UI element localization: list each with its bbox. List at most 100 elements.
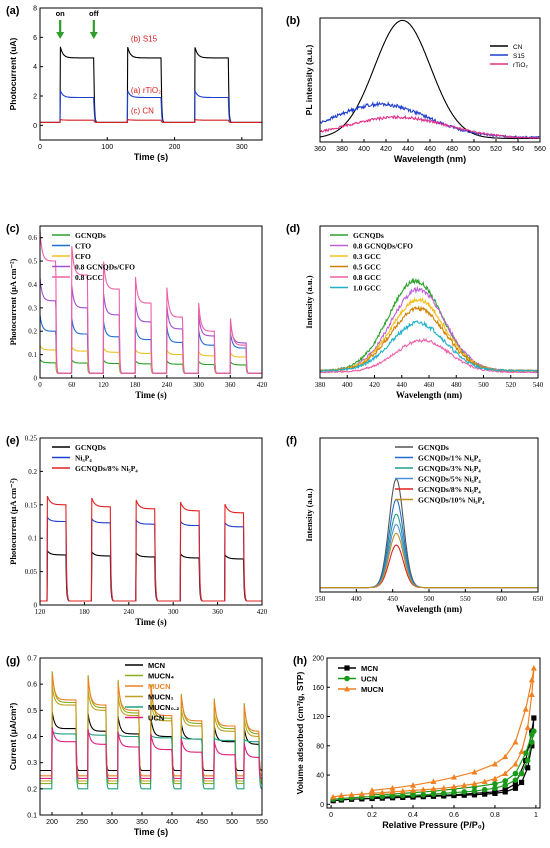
data-point-h-2-33 — [369, 787, 376, 793]
data-point-h-2-32 — [389, 785, 396, 791]
data-point-h-1-20 — [524, 757, 531, 764]
legend-label-d-5: 1.0 GCC — [353, 284, 381, 293]
data-point-h-0-19 — [518, 779, 525, 785]
x-tick-label-g-3: 350 — [136, 819, 148, 826]
x-tick-label-b-9: 540 — [512, 146, 524, 153]
legend-label-c-3: 0.8 GCNQDs/CFO — [75, 263, 135, 272]
series-label-a-1: (a) rTiO₂ — [131, 86, 161, 95]
legend-label-f-5: GCNQDs/10% Ni₅P₄ — [418, 496, 485, 505]
legend-label-d-2: 0.3 GCC — [353, 252, 381, 261]
y-tick-label-g-3: 0.4 — [27, 734, 37, 741]
x-tick-label-d-3: 440 — [397, 381, 408, 389]
data-point-h-2-22 — [530, 665, 537, 671]
x-tick-label-f-4: 550 — [460, 595, 471, 603]
series-line-f-5 — [320, 532, 538, 589]
data-point-h-1-16 — [492, 785, 498, 792]
chart-f: 350 400 450 500 550 600 650 Wavelength (nm) Inte… — [286, 435, 544, 614]
x-tick-label-d-7: 520 — [506, 381, 517, 389]
data-point-h-2-19 — [518, 748, 525, 755]
data-point-h-2-21 — [528, 691, 535, 697]
legend-label-e-0: GCNQDs — [75, 443, 106, 452]
plot-frame-e — [39, 437, 263, 606]
data-point-h-2-6 — [389, 788, 396, 795]
series-line-d-3 — [320, 305, 538, 373]
x-tick-label-f-6: 650 — [533, 595, 544, 603]
data-point-h-1-21 — [529, 739, 535, 745]
data-point-h-1-25 — [512, 770, 519, 777]
x-tick-label-g-0: 200 — [46, 819, 58, 826]
y-tick-label-a-4: 8 — [33, 6, 37, 13]
x-axis-label-e: Time (s) — [135, 617, 167, 627]
y-tick-label-a-1: 2 — [33, 94, 37, 101]
series-line-a-2 — [40, 118, 262, 123]
series-line-e-0 — [40, 549, 262, 602]
data-point-h-2-20 — [524, 724, 531, 730]
x-tick-label-c-5: 300 — [193, 381, 204, 389]
series-line-f-4 — [320, 544, 538, 589]
legend-label-b-2: rTiO₂ — [513, 62, 528, 69]
legend-label-e-2: GCNQDs/8% Ni₅P₄ — [75, 464, 138, 473]
data-point-h-1-9 — [420, 792, 427, 798]
legend-label-c-2: CFO — [75, 252, 91, 261]
legend-label-c-1: CTO — [75, 242, 91, 251]
x-tick-label-c-6: 360 — [225, 381, 236, 389]
y-tick-label-h-4: 160 — [312, 685, 324, 692]
data-point-h-1-11 — [440, 790, 447, 797]
data-point-h-2-26 — [502, 753, 509, 760]
x-tick-label-e-4: 360 — [212, 608, 223, 616]
y-tick-label-g-5: 0.6 — [27, 682, 37, 689]
arrow-head-icon-on — [56, 32, 65, 39]
data-point-h-1-13 — [461, 789, 468, 795]
data-point-h-2-27 — [491, 760, 498, 767]
x-tick-label-c-7: 420 — [257, 381, 268, 389]
legend-label-f-4: GCNQDs/8% Ni₅P₄ — [418, 485, 481, 494]
data-point-h-1-19 — [518, 770, 525, 777]
legend-label-b-0: CN — [513, 44, 523, 51]
y-tick-label-c-5: 0.5 — [28, 258, 37, 266]
data-point-h-0-18 — [512, 785, 519, 791]
y-tick-label-g-0: 0.1 — [27, 813, 37, 820]
x-tick-label-g-5: 450 — [196, 819, 208, 826]
y-tick-label-c-6: 0.6 — [28, 234, 37, 242]
y-tick-label-h-3: 120 — [312, 714, 324, 721]
x-tick-label-a-3: 300 — [236, 144, 248, 151]
x-tick-label-d-1: 400 — [342, 381, 353, 389]
x-tick-label-c-1: 60 — [68, 381, 76, 389]
legend-label-g-2: MUCN — [148, 682, 171, 691]
x-tick-label-b-4: 440 — [402, 146, 414, 153]
y-tick-label-c-0: 0 — [34, 375, 38, 383]
x-axis-label-a: Time (s) — [134, 152, 168, 162]
data-point-h-2-11 — [440, 785, 447, 791]
legend-label-d-3: 0.5 GCC — [353, 263, 381, 272]
chart-b: 360 380 400 420 440 460 480 500 520 540 560 Wavelen… — [286, 15, 546, 164]
x-axis-label-f: Wavelength (nm) — [396, 604, 462, 614]
data-point-h-0-20 — [525, 765, 531, 771]
series-line-f-2 — [320, 513, 538, 589]
y-axis-label-f: Intensity (a.u.) — [304, 488, 314, 541]
data-point-h-2-0 — [330, 793, 337, 800]
y-tick-label-e-3: 0.15 — [25, 501, 38, 509]
plot-frame-h — [326, 657, 541, 809]
data-point-h-1-24 — [522, 750, 529, 756]
panel-label-h: (h) — [293, 655, 307, 667]
x-tick-label-e-5: 420 — [257, 608, 268, 616]
data-point-h-1-17 — [502, 782, 508, 789]
y-tick-label-c-4: 0.4 — [28, 281, 37, 289]
legend-label-f-2: GCNQDs/3% Ni₅P₄ — [418, 464, 481, 473]
y-tick-label-h-2: 80 — [316, 743, 324, 750]
data-point-h-1-15 — [481, 786, 488, 793]
x-tick-label-h-4: 0.8 — [490, 812, 500, 819]
plot-frame-a — [39, 7, 263, 141]
data-point-h-2-13 — [461, 782, 468, 788]
legend-label-h-1: UCN — [361, 675, 377, 684]
y-tick-label-e-5: 0.25 — [25, 435, 38, 443]
y-tick-label-a-3: 6 — [33, 35, 37, 42]
chart-e: 120 180 240 300 360 420 0 0.05 0.1 0.15 0.2 0.25 Tim… — [6, 435, 268, 628]
y-tick-label-a-2: 4 — [33, 64, 37, 71]
y-tick-label-e-4: 0.2 — [28, 468, 37, 476]
x-tick-label-h-1: 0.2 — [367, 812, 377, 819]
y-tick-label-g-6: 0.7 — [27, 656, 37, 663]
y-tick-label-h-1: 40 — [316, 773, 324, 780]
x-tick-label-b-8: 520 — [490, 146, 502, 153]
